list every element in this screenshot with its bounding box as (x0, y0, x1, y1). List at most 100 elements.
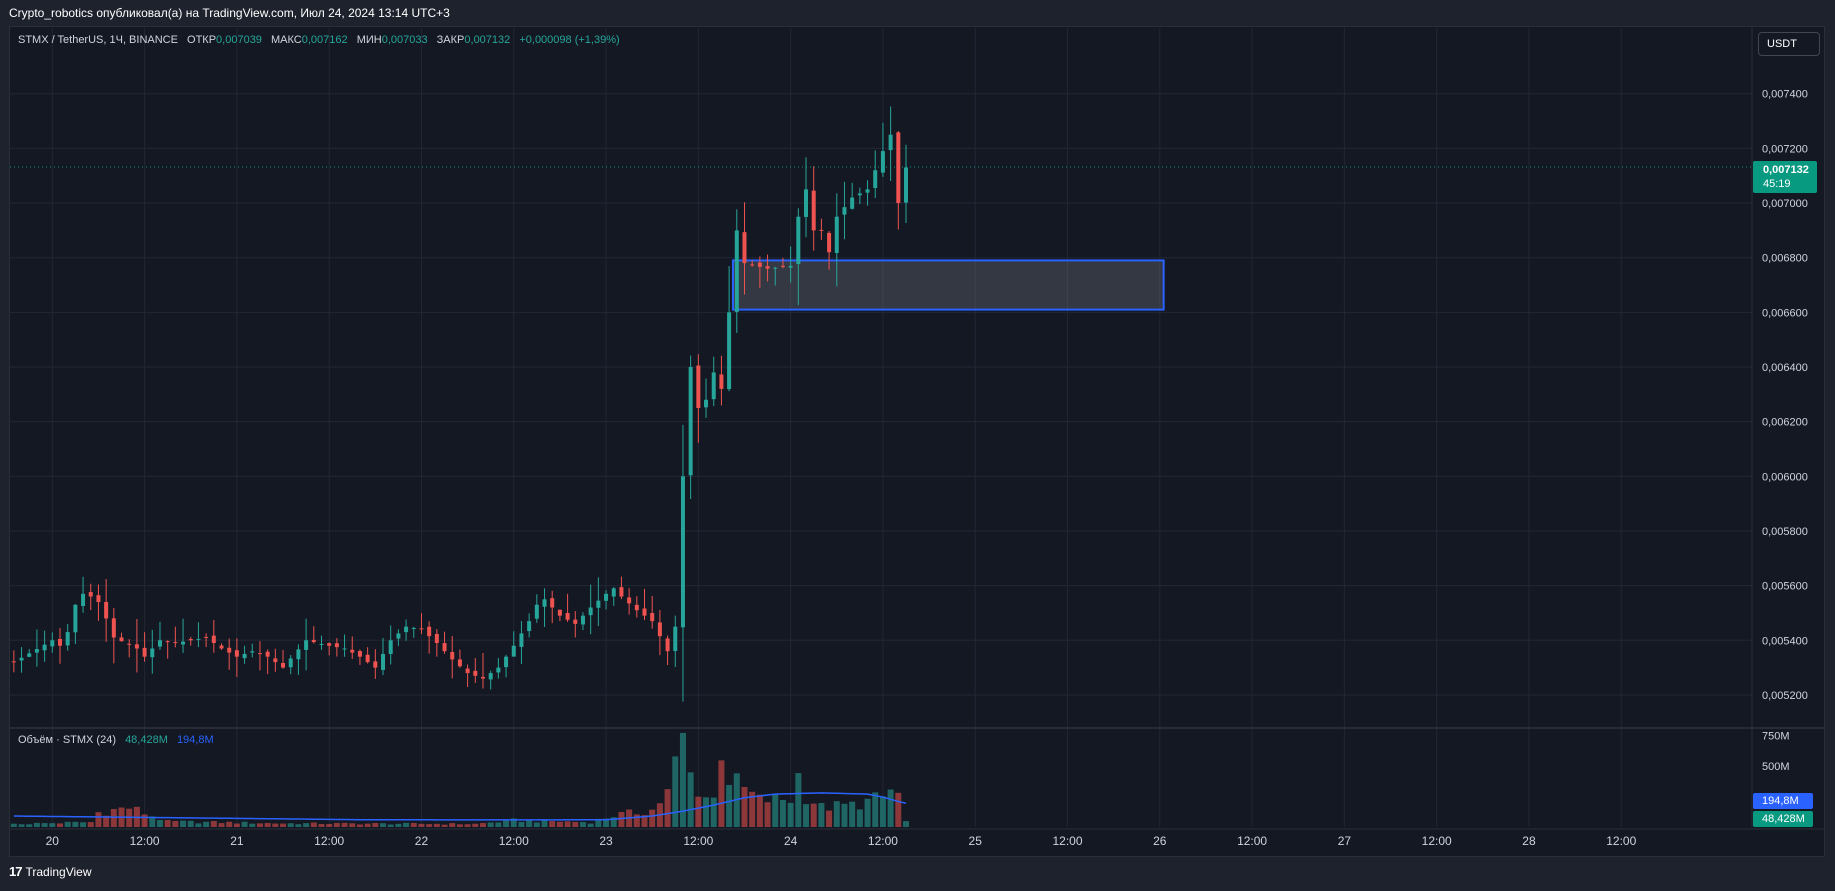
candle-body[interactable] (903, 167, 908, 203)
volume-bar[interactable] (218, 823, 225, 827)
candle-body[interactable] (857, 193, 862, 196)
volume-bar[interactable] (418, 823, 425, 827)
candle-body[interactable] (780, 265, 785, 267)
candle-body[interactable] (488, 673, 493, 680)
candle-body[interactable] (773, 267, 778, 269)
volume-bar[interactable] (610, 817, 617, 827)
candle-body[interactable] (73, 604, 78, 633)
volume-legend[interactable]: Объём · STMX (24) 48,428M 194,8M (18, 734, 214, 746)
candle-body[interactable] (304, 640, 309, 650)
candle-body[interactable] (519, 633, 524, 647)
candle-body[interactable] (673, 626, 678, 652)
candle-body[interactable] (734, 230, 739, 312)
candle-body[interactable] (588, 607, 593, 616)
volume-bar[interactable] (510, 818, 517, 827)
volume-bar[interactable] (772, 794, 779, 827)
candle-body[interactable] (550, 598, 555, 608)
volume-bar[interactable] (87, 822, 94, 827)
volume-bar[interactable] (495, 822, 502, 827)
volume-bar[interactable] (664, 789, 671, 827)
volume-bar[interactable] (826, 810, 833, 827)
candle-body[interactable] (327, 643, 332, 646)
candle-body[interactable] (373, 661, 378, 668)
candle-body[interactable] (727, 312, 732, 390)
candle-body[interactable] (34, 649, 39, 653)
volume-bar[interactable] (441, 824, 448, 827)
volume-bar[interactable] (633, 814, 640, 827)
candle-body[interactable] (696, 365, 701, 408)
volume-bar[interactable] (810, 803, 817, 827)
candle-body[interactable] (604, 593, 609, 601)
candle-body[interactable] (104, 602, 109, 619)
candle-body[interactable] (365, 654, 370, 663)
candle-body[interactable] (850, 197, 855, 209)
footer-brand[interactable]: 17 TradingView (9, 864, 92, 879)
volume-bar[interactable] (103, 815, 110, 827)
candle-body[interactable] (865, 189, 870, 193)
volume-title[interactable]: Объём · STMX (24) (18, 734, 116, 746)
candle-body[interactable] (504, 656, 509, 668)
volume-bar[interactable] (26, 824, 33, 827)
volume-bar[interactable] (687, 772, 694, 827)
volume-bar[interactable] (779, 799, 786, 827)
volume-bar[interactable] (526, 819, 533, 827)
volume-bar[interactable] (595, 818, 602, 827)
volume-bar[interactable] (726, 784, 733, 827)
candle-body[interactable] (57, 638, 62, 646)
volume-bar[interactable] (187, 820, 194, 827)
volume-bar[interactable] (226, 821, 233, 827)
volume-bar[interactable] (741, 786, 748, 827)
candle-body[interactable] (757, 262, 762, 267)
volume-bar[interactable] (326, 823, 333, 827)
candle-body[interactable] (273, 658, 278, 663)
volume-bar[interactable] (410, 822, 417, 827)
candle-body[interactable] (834, 216, 839, 254)
candle-body[interactable] (281, 663, 286, 668)
candle-body[interactable] (650, 613, 655, 622)
candle-body[interactable] (434, 633, 439, 644)
volume-bar[interactable] (887, 789, 894, 827)
candle-body[interactable] (557, 609, 562, 616)
candle-body[interactable] (711, 372, 716, 400)
volume-bar[interactable] (787, 802, 794, 827)
candle-body[interactable] (534, 604, 539, 619)
candle-body[interactable] (334, 643, 339, 648)
volume-bar[interactable] (241, 821, 248, 827)
volume-bar[interactable] (256, 823, 263, 827)
volume-bar[interactable] (795, 773, 802, 827)
candle-body[interactable] (265, 651, 270, 657)
volume-bar[interactable] (679, 732, 686, 827)
candle-body[interactable] (27, 653, 32, 657)
candle-body[interactable] (96, 595, 101, 603)
volume-bar[interactable] (180, 820, 187, 827)
volume-bar[interactable] (203, 821, 210, 827)
candle-body[interactable] (719, 374, 724, 389)
volume-bar[interactable] (372, 823, 379, 827)
chart-frame[interactable] (9, 26, 1825, 857)
candle-body[interactable] (804, 189, 809, 217)
volume-bar[interactable] (472, 823, 479, 827)
volume-bar[interactable] (333, 822, 340, 827)
volume-bar[interactable] (641, 815, 648, 827)
volume-bar[interactable] (95, 812, 102, 827)
candle-body[interactable] (888, 134, 893, 151)
candle-body[interactable] (357, 651, 362, 657)
volume-bar[interactable] (80, 822, 87, 827)
volume-bar[interactable] (849, 801, 856, 827)
candle-body[interactable] (11, 661, 16, 663)
volume-bar[interactable] (879, 796, 886, 827)
candle-body[interactable] (580, 615, 585, 625)
candle-body[interactable] (765, 266, 770, 269)
candle-body[interactable] (665, 638, 670, 652)
candle-body[interactable] (642, 608, 647, 616)
volume-bar[interactable] (110, 809, 117, 827)
volume-bar[interactable] (149, 816, 156, 827)
candle-body[interactable] (842, 207, 847, 215)
volume-bar[interactable] (587, 823, 594, 827)
candle-body[interactable] (250, 651, 255, 653)
volume-bar[interactable] (72, 821, 79, 827)
volume-bar[interactable] (249, 823, 256, 827)
volume-bar[interactable] (749, 791, 756, 827)
volume-bar[interactable] (395, 823, 402, 827)
candle-body[interactable] (257, 653, 262, 655)
